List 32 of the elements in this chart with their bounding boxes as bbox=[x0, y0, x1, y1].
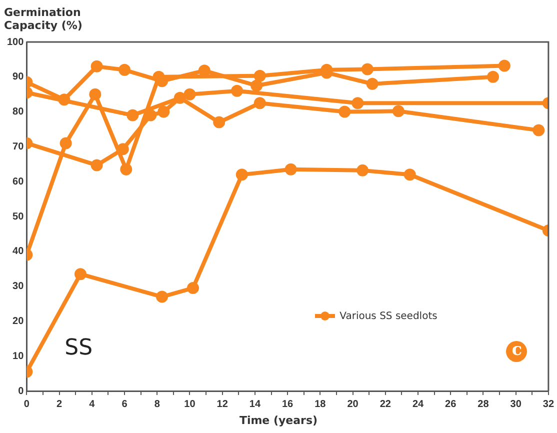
x-tick-label: 16 bbox=[282, 398, 294, 410]
y-tick-label: 30 bbox=[12, 281, 24, 292]
x-tick-label: 2 bbox=[56, 398, 63, 410]
x-tick-label: 28 bbox=[478, 398, 490, 410]
x-tick-label: 12 bbox=[216, 398, 228, 410]
y-tick-label: 0 bbox=[18, 386, 24, 397]
x-tick-label: 30 bbox=[510, 398, 522, 410]
annotation: SS bbox=[64, 336, 93, 361]
x-tick-label: 20 bbox=[347, 398, 359, 410]
y-tick-label: 40 bbox=[12, 246, 24, 258]
x-tick-label: 18 bbox=[314, 398, 326, 410]
x-tick-label: 10 bbox=[184, 398, 196, 410]
y-tick-label: 90 bbox=[12, 72, 24, 83]
x-tick-label: 24 bbox=[412, 398, 424, 410]
x-tick-label: 22 bbox=[380, 398, 392, 410]
x-tick-label: 26 bbox=[445, 398, 457, 410]
circle-badge-icon: c bbox=[506, 341, 528, 362]
x-tick-label: 4 bbox=[89, 398, 96, 410]
x-tick-label: 8 bbox=[154, 398, 160, 410]
y-tick-label: 100 bbox=[6, 36, 24, 48]
x-tick-label: 6 bbox=[122, 398, 128, 410]
y-tick-label: 80 bbox=[12, 106, 24, 118]
x-tick-label: 14 bbox=[249, 398, 261, 410]
legend-label: Various SS seedlots bbox=[340, 310, 438, 322]
y-tick-label: 60 bbox=[12, 176, 24, 188]
y-tick-label: 50 bbox=[12, 211, 24, 222]
y-tick-label: 10 bbox=[12, 350, 24, 362]
y-axis-title: Germination Capacity (%) bbox=[4, 6, 84, 32]
y-tick-label: 20 bbox=[12, 316, 24, 327]
x-tick-label: 32 bbox=[542, 398, 554, 410]
x-axis-title: Time (years) bbox=[238, 414, 319, 427]
y-tick-label: 70 bbox=[12, 141, 24, 152]
